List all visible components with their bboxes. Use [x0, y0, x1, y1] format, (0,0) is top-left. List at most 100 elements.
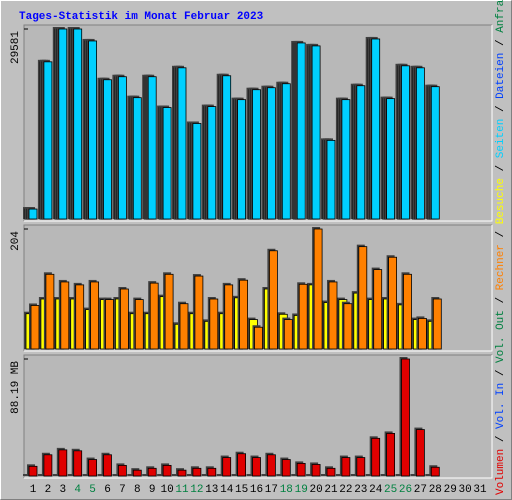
bar — [30, 305, 40, 350]
legend-entry: Seiten — [495, 119, 507, 159]
bar — [341, 457, 351, 477]
bar — [386, 98, 396, 220]
bar — [132, 97, 142, 220]
bar — [73, 28, 83, 220]
bar — [328, 281, 338, 350]
x-tick-label: 15 — [235, 484, 248, 496]
legend: Volumen / Vol. In / Vol. Out / Rechner /… — [495, 0, 507, 495]
x-tick-label: 11 — [175, 484, 189, 496]
x-tick-label: 2 — [45, 484, 52, 496]
bar — [388, 256, 398, 350]
bar — [326, 139, 336, 220]
legend-entry: Vol. In — [495, 383, 507, 429]
bar — [371, 38, 381, 220]
bar — [239, 279, 249, 350]
legend-separator: / — [495, 33, 507, 53]
bar — [326, 467, 336, 477]
bar — [268, 250, 278, 350]
bar — [401, 358, 410, 477]
bar — [356, 85, 366, 220]
legend-separator: / — [495, 99, 507, 119]
bar — [118, 76, 127, 220]
bar — [298, 283, 308, 350]
bar — [415, 67, 425, 220]
bar — [313, 228, 323, 350]
x-tick-label: 26 — [399, 484, 412, 496]
legend-separator: / — [495, 429, 507, 449]
x-tick-label: 4 — [74, 484, 81, 496]
bar — [430, 466, 440, 477]
bar — [252, 89, 261, 220]
bar — [60, 281, 70, 350]
x-tick-label: 3 — [59, 484, 66, 496]
bar — [28, 208, 38, 220]
bar — [58, 28, 68, 220]
bar — [341, 99, 351, 220]
legend-separator: / — [495, 224, 507, 244]
bar — [209, 298, 219, 350]
legend-entry: Vol. Out — [495, 310, 507, 363]
bar — [237, 99, 247, 220]
bar — [147, 467, 157, 477]
x-tick-label: 1 — [30, 484, 37, 496]
x-tick-label: 14 — [220, 484, 234, 496]
bar — [75, 284, 85, 350]
bar — [28, 465, 38, 477]
legend-separator: / — [495, 363, 507, 383]
x-tick-label: 27 — [414, 484, 427, 496]
x-tick-label: 5 — [89, 484, 96, 496]
bar — [207, 467, 217, 477]
bar — [296, 42, 306, 220]
x-tick-label: 16 — [250, 484, 263, 496]
bar — [254, 326, 263, 350]
bar — [222, 75, 232, 220]
bar — [237, 453, 247, 477]
bar — [58, 449, 68, 477]
bar — [417, 318, 427, 350]
bar — [415, 429, 425, 477]
bar — [356, 457, 366, 477]
panel-bevel — [24, 225, 493, 352]
legend-entry: Besuche — [495, 178, 507, 224]
bar — [177, 67, 187, 220]
bar — [386, 433, 396, 477]
x-tick-label: 10 — [160, 484, 173, 496]
y-tick-label: 29581 — [10, 31, 22, 64]
bar — [134, 299, 144, 350]
bar — [103, 79, 112, 220]
x-tick-label: 8 — [134, 484, 141, 496]
bar — [311, 464, 321, 477]
bar — [224, 284, 234, 350]
bar — [88, 459, 97, 477]
x-tick-label: 29 — [444, 484, 457, 496]
bar — [281, 83, 291, 220]
bar — [401, 65, 410, 220]
bar — [132, 469, 142, 477]
bar — [358, 246, 368, 350]
bar — [177, 469, 187, 477]
legend-separator: / — [495, 158, 507, 178]
panel-bevel — [23, 24, 492, 221]
x-tick-label: 20 — [309, 484, 322, 496]
x-tick-label: 19 — [295, 484, 308, 496]
panel-bevel — [24, 25, 493, 222]
x-tick-label: 22 — [339, 484, 352, 496]
bar — [281, 459, 291, 477]
bar — [266, 454, 276, 477]
bar — [73, 450, 83, 477]
bar — [207, 106, 217, 220]
bar — [432, 298, 442, 350]
x-tick-label: 9 — [149, 484, 156, 496]
bar — [430, 86, 440, 220]
bar — [162, 107, 172, 220]
bar — [88, 40, 97, 220]
bar — [371, 437, 381, 477]
y-tick-label: 88.19 MB — [10, 361, 22, 414]
x-tick-label: 25 — [384, 484, 397, 496]
x-tick-label: 30 — [458, 484, 471, 496]
x-tick-label: 21 — [324, 484, 338, 496]
x-tick-label: 13 — [205, 484, 218, 496]
bar — [296, 462, 306, 477]
